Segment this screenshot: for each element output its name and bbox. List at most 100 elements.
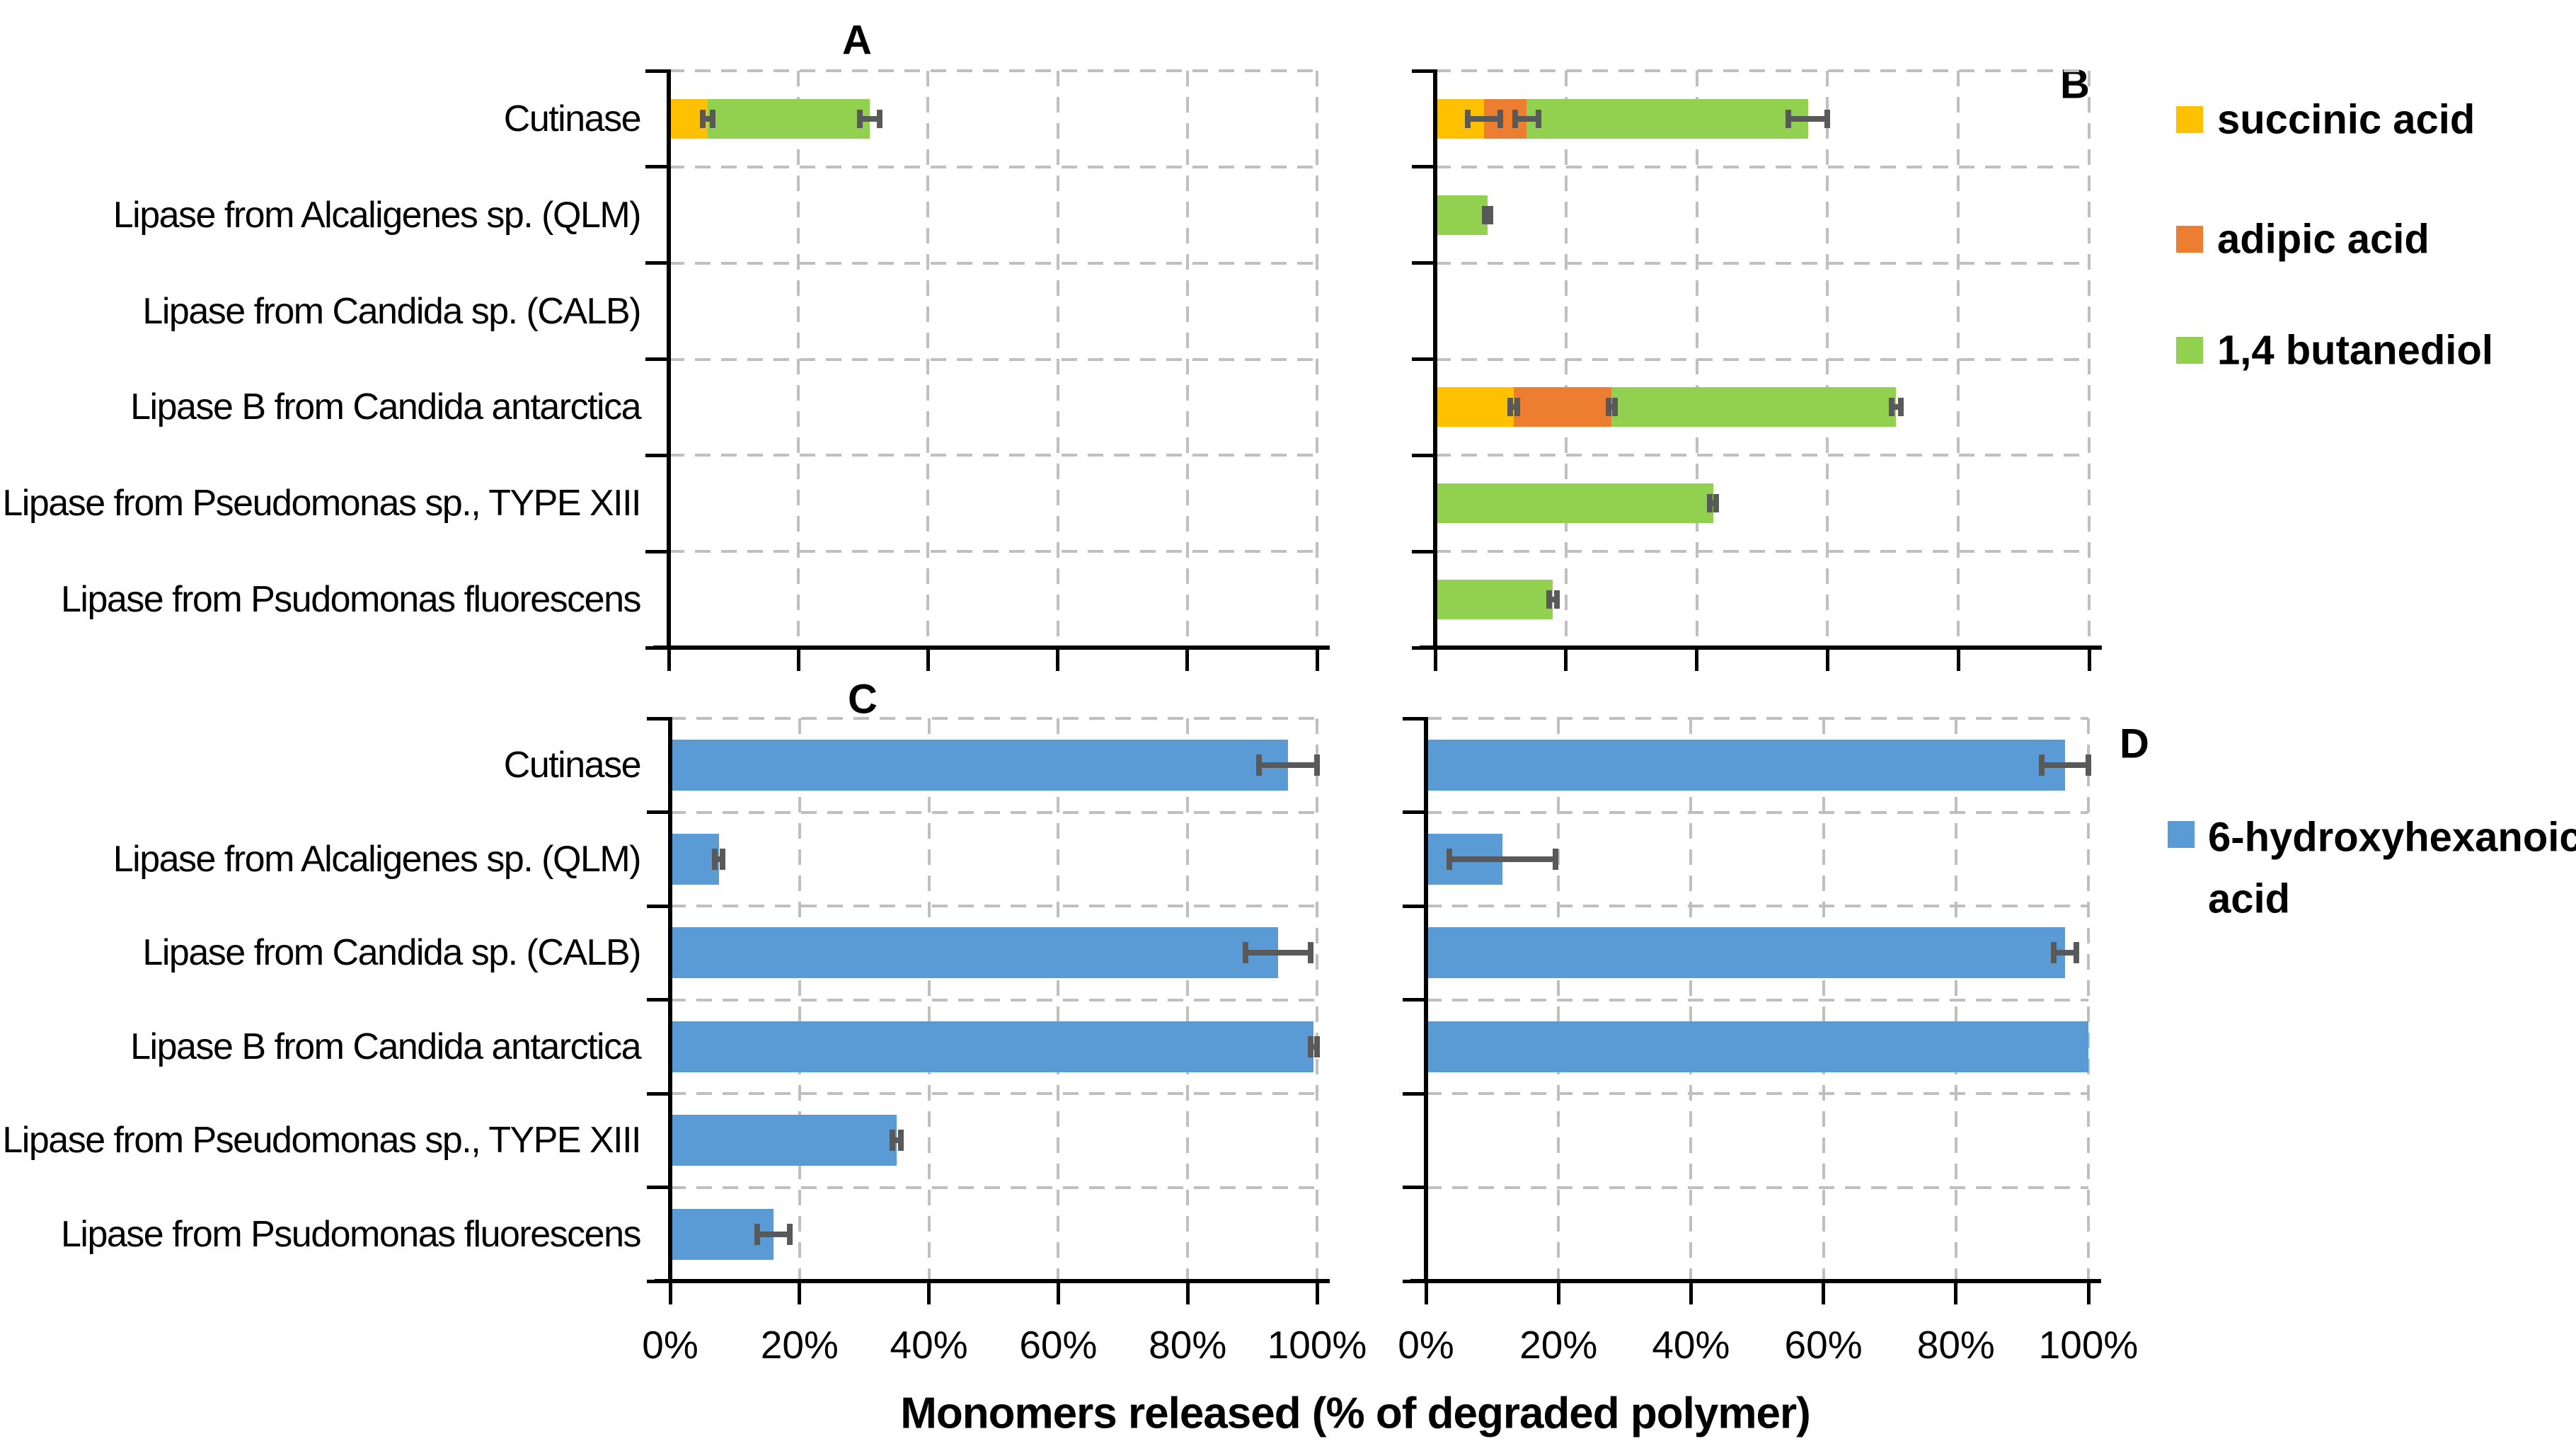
gridline-vertical [1822, 718, 1825, 1281]
category-label-bottom: Lipase from Candida sp. (CALB) [142, 932, 641, 974]
y-axis-tick [645, 69, 667, 73]
error-bar-cap [889, 1130, 895, 1152]
error-bar-cap [2039, 754, 2045, 776]
gridline-vertical [1957, 71, 1960, 648]
legend-swatch-succinic-acid [2176, 106, 2203, 133]
x-axis-tick-label: 60% [1784, 1323, 1863, 1367]
y-axis-tick [1403, 1186, 1424, 1189]
error-bar-cap [1612, 398, 1618, 417]
plot-panel-D [1403, 716, 2101, 1304]
x-axis-line [653, 645, 1330, 650]
gridline-vertical [1954, 718, 1957, 1281]
error-bar-cap [1243, 942, 1249, 964]
legend-label-14-butanediol: 1,4 butanediol [2217, 327, 2493, 374]
error-bar [1710, 500, 1717, 507]
legend-label-succinic-acid: succinic acid [2217, 96, 2476, 143]
x-axis-tick [1185, 650, 1190, 671]
y-axis-tick [1412, 357, 1433, 361]
x-axis-tick [1424, 1283, 1428, 1304]
error-bar-cap [1552, 848, 1558, 870]
x-axis-tick [926, 650, 930, 671]
error-bar [1514, 115, 1539, 122]
x-axis-tick-label: 40% [890, 1323, 968, 1367]
y-axis-tick [647, 716, 668, 721]
category-label-top: Lipase from Candida sp. (CALB) [142, 290, 641, 332]
x-axis-tick-label: 0% [642, 1323, 698, 1367]
bar-segment-1-4-butanediol [1435, 483, 1713, 524]
error-bar-cap [1482, 205, 1488, 224]
gridline-horizontal [1435, 550, 2089, 553]
error-bar-cap [754, 1223, 761, 1245]
y-axis-tick [1412, 549, 1433, 553]
gridline-vertical [1057, 718, 1060, 1281]
gridline-vertical [1316, 71, 1318, 648]
bar-segment-1-4-butanediol [707, 98, 870, 139]
bar-segment-1-4-butanediol [1435, 580, 1553, 620]
gridline-horizontal [670, 1186, 1317, 1189]
x-axis-tick [1185, 1283, 1190, 1304]
y-axis-tick [1403, 998, 1424, 1002]
bar-segment-succinic-acid [1435, 387, 1514, 428]
error-bar-cap [1713, 494, 1720, 513]
error-bar-cap [1535, 109, 1541, 128]
x-axis-tick [1564, 650, 1568, 671]
error-bar [860, 115, 880, 122]
error-bar-cap [2051, 942, 2057, 964]
error-bar [2054, 950, 2077, 956]
gridline-horizontal [670, 998, 1317, 1002]
error-bar [1246, 950, 1311, 956]
legend-label-6-hydroxyhexanoic-line1: 6-hydroxyhexanoic [2208, 814, 2576, 861]
gridline-horizontal [1426, 810, 2088, 814]
gridline-horizontal [669, 261, 1317, 265]
x-axis-title: Monomers released (% of degraded polymer… [900, 1389, 1810, 1438]
y-axis-tick [1403, 1091, 1424, 1096]
category-label-bottom: Lipase from Psudomonas fluorescens [60, 1213, 642, 1255]
error-bar-cap [2074, 942, 2080, 964]
error-bar-cap [712, 848, 718, 870]
x-axis-line [1410, 1279, 2101, 1283]
y-axis-line [668, 717, 672, 1283]
error-bar-cap [1497, 109, 1504, 128]
error-bar [1310, 1043, 1317, 1050]
x-axis-tick [667, 650, 671, 671]
legend-swatch-6-hydroxyhexanoic-acid [2168, 821, 2195, 848]
panel-letter-c: C [848, 676, 878, 723]
gridline-horizontal [670, 1092, 1317, 1095]
category-label-top: Lipase from Pseudomonas sp., TYPE XIII [2, 483, 641, 524]
gridline-horizontal [669, 357, 1317, 361]
gridline-horizontal [669, 454, 1317, 457]
error-bar-cap [857, 109, 863, 128]
error-bar-cap [876, 109, 882, 128]
x-axis-tick [1433, 650, 1437, 671]
x-axis-tick-label: 100% [1267, 1323, 1367, 1367]
bar-segment-6-hydroxyhexanoic-acid [1426, 1021, 2088, 1072]
category-label-bottom: Lipase from Pseudomonas sp., TYPE XIII [2, 1120, 641, 1161]
error-bar [1788, 115, 1828, 122]
y-axis-tick [645, 357, 667, 361]
bar-segment-1-4-butanediol [1611, 387, 1897, 428]
x-axis-tick [1315, 1283, 1319, 1304]
error-bar-cap [1307, 1035, 1313, 1057]
gridline-vertical [1185, 71, 1189, 648]
x-axis-tick-label: 80% [1916, 1323, 1995, 1367]
y-axis-tick [647, 998, 668, 1002]
error-bar-cap [699, 109, 706, 128]
error-bar [715, 856, 723, 862]
y-axis-tick [1412, 165, 1433, 169]
y-axis-tick [1403, 716, 1424, 721]
error-bar-cap [1446, 848, 1452, 870]
x-axis-tick [1056, 1283, 1060, 1304]
y-axis-line [1433, 69, 1437, 650]
gridline-horizontal [670, 905, 1317, 907]
error-bar [1608, 404, 1616, 411]
gridline-vertical [1826, 71, 1829, 648]
gridline-vertical [1186, 718, 1190, 1281]
bar-segment-6-hydroxyhexanoic-acid [670, 833, 719, 885]
error-bar-cap [1314, 754, 1320, 776]
y-axis-line [1424, 717, 1428, 1283]
error-bar [1548, 597, 1557, 603]
panel-letter-a: A [842, 17, 872, 64]
gridline-horizontal [1426, 1186, 2088, 1189]
x-axis-tick [1689, 1283, 1693, 1304]
y-axis-tick [1412, 261, 1433, 265]
